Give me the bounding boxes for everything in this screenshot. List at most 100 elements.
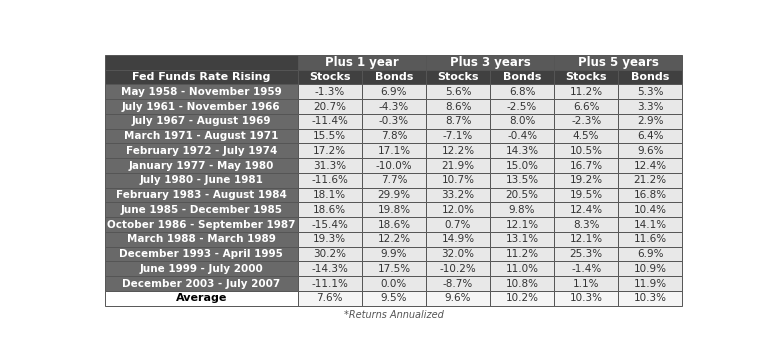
- Bar: [298, 55, 426, 70]
- Text: 5.6%: 5.6%: [445, 87, 472, 97]
- Text: Bonds: Bonds: [503, 72, 541, 82]
- Text: 25.3%: 25.3%: [570, 249, 603, 259]
- Bar: [554, 247, 618, 261]
- Text: 11.9%: 11.9%: [634, 278, 667, 289]
- Bar: [554, 99, 618, 114]
- Bar: [618, 70, 682, 84]
- Text: Bonds: Bonds: [375, 72, 413, 82]
- Text: 14.3%: 14.3%: [505, 146, 538, 156]
- Text: 6.9%: 6.9%: [637, 249, 664, 259]
- Text: June 1985 - December 1985: June 1985 - December 1985: [121, 205, 283, 215]
- Text: 16.7%: 16.7%: [570, 161, 603, 171]
- Bar: [618, 261, 682, 276]
- Bar: [618, 158, 682, 173]
- Text: 12.2%: 12.2%: [377, 234, 410, 244]
- Bar: [105, 261, 298, 276]
- Text: 21.2%: 21.2%: [634, 175, 667, 185]
- Bar: [490, 247, 554, 261]
- Text: 9.9%: 9.9%: [381, 249, 407, 259]
- Text: 9.5%: 9.5%: [381, 293, 407, 303]
- Text: Stocks: Stocks: [309, 72, 351, 82]
- Text: 9.8%: 9.8%: [509, 205, 535, 215]
- Text: *Returns Annualized: *Returns Annualized: [343, 310, 444, 320]
- Bar: [490, 261, 554, 276]
- Text: February 1972 - July 1974: February 1972 - July 1974: [126, 146, 277, 156]
- Bar: [298, 247, 362, 261]
- Bar: [426, 188, 490, 202]
- Bar: [554, 232, 618, 247]
- Text: Average: Average: [176, 293, 227, 303]
- Bar: [554, 261, 618, 276]
- Text: 0.7%: 0.7%: [445, 219, 472, 230]
- Text: July 1980 - June 1981: July 1980 - June 1981: [140, 175, 263, 185]
- Text: -2.3%: -2.3%: [571, 116, 601, 126]
- Bar: [362, 261, 426, 276]
- Bar: [105, 247, 298, 261]
- Bar: [618, 114, 682, 128]
- Text: -10.0%: -10.0%: [376, 161, 412, 171]
- Text: 12.1%: 12.1%: [570, 234, 603, 244]
- Text: -0.3%: -0.3%: [379, 116, 409, 126]
- Text: 12.1%: 12.1%: [505, 219, 538, 230]
- Bar: [490, 291, 554, 306]
- Text: 19.8%: 19.8%: [377, 205, 410, 215]
- Bar: [362, 70, 426, 84]
- Text: -7.1%: -7.1%: [443, 131, 473, 141]
- Bar: [105, 158, 298, 173]
- Bar: [490, 128, 554, 143]
- Text: January 1977 - May 1980: January 1977 - May 1980: [129, 161, 274, 171]
- Bar: [105, 128, 298, 143]
- Bar: [426, 232, 490, 247]
- Bar: [554, 173, 618, 188]
- Text: -15.4%: -15.4%: [311, 219, 348, 230]
- Bar: [298, 291, 362, 306]
- Text: 11.2%: 11.2%: [505, 249, 538, 259]
- Bar: [618, 173, 682, 188]
- Text: 20.7%: 20.7%: [313, 102, 346, 111]
- Text: 4.5%: 4.5%: [573, 131, 599, 141]
- Text: 10.7%: 10.7%: [442, 175, 475, 185]
- Text: 32.0%: 32.0%: [442, 249, 475, 259]
- Text: 8.3%: 8.3%: [573, 219, 599, 230]
- Bar: [554, 55, 682, 70]
- Bar: [490, 188, 554, 202]
- Text: 7.8%: 7.8%: [381, 131, 407, 141]
- Text: -0.4%: -0.4%: [507, 131, 537, 141]
- Text: 13.1%: 13.1%: [505, 234, 538, 244]
- Bar: [298, 276, 362, 291]
- Text: 19.2%: 19.2%: [570, 175, 603, 185]
- Bar: [618, 276, 682, 291]
- Text: Stocks: Stocks: [565, 72, 607, 82]
- Bar: [298, 84, 362, 99]
- Bar: [105, 70, 298, 84]
- Text: March 1988 - March 1989: March 1988 - March 1989: [127, 234, 276, 244]
- Bar: [490, 158, 554, 173]
- Text: 18.6%: 18.6%: [313, 205, 346, 215]
- Text: -1.3%: -1.3%: [315, 87, 345, 97]
- Text: Plus 5 years: Plus 5 years: [578, 56, 659, 69]
- Text: 6.6%: 6.6%: [573, 102, 599, 111]
- Text: 10.2%: 10.2%: [505, 293, 538, 303]
- Bar: [362, 247, 426, 261]
- Text: -11.4%: -11.4%: [311, 116, 348, 126]
- Text: February 1983 - August 1984: February 1983 - August 1984: [116, 190, 286, 200]
- Bar: [490, 143, 554, 158]
- Text: -8.7%: -8.7%: [443, 278, 473, 289]
- Bar: [490, 232, 554, 247]
- Bar: [426, 276, 490, 291]
- Text: 18.1%: 18.1%: [313, 190, 346, 200]
- Bar: [362, 114, 426, 128]
- Bar: [426, 291, 490, 306]
- Bar: [426, 261, 490, 276]
- Text: 15.0%: 15.0%: [505, 161, 538, 171]
- Bar: [426, 128, 490, 143]
- Bar: [490, 114, 554, 128]
- Text: -10.2%: -10.2%: [439, 264, 476, 274]
- Bar: [105, 276, 298, 291]
- Text: Bonds: Bonds: [631, 72, 670, 82]
- Text: 8.7%: 8.7%: [445, 116, 472, 126]
- Bar: [105, 84, 298, 99]
- Text: 15.5%: 15.5%: [313, 131, 346, 141]
- Bar: [426, 247, 490, 261]
- Text: 21.9%: 21.9%: [442, 161, 475, 171]
